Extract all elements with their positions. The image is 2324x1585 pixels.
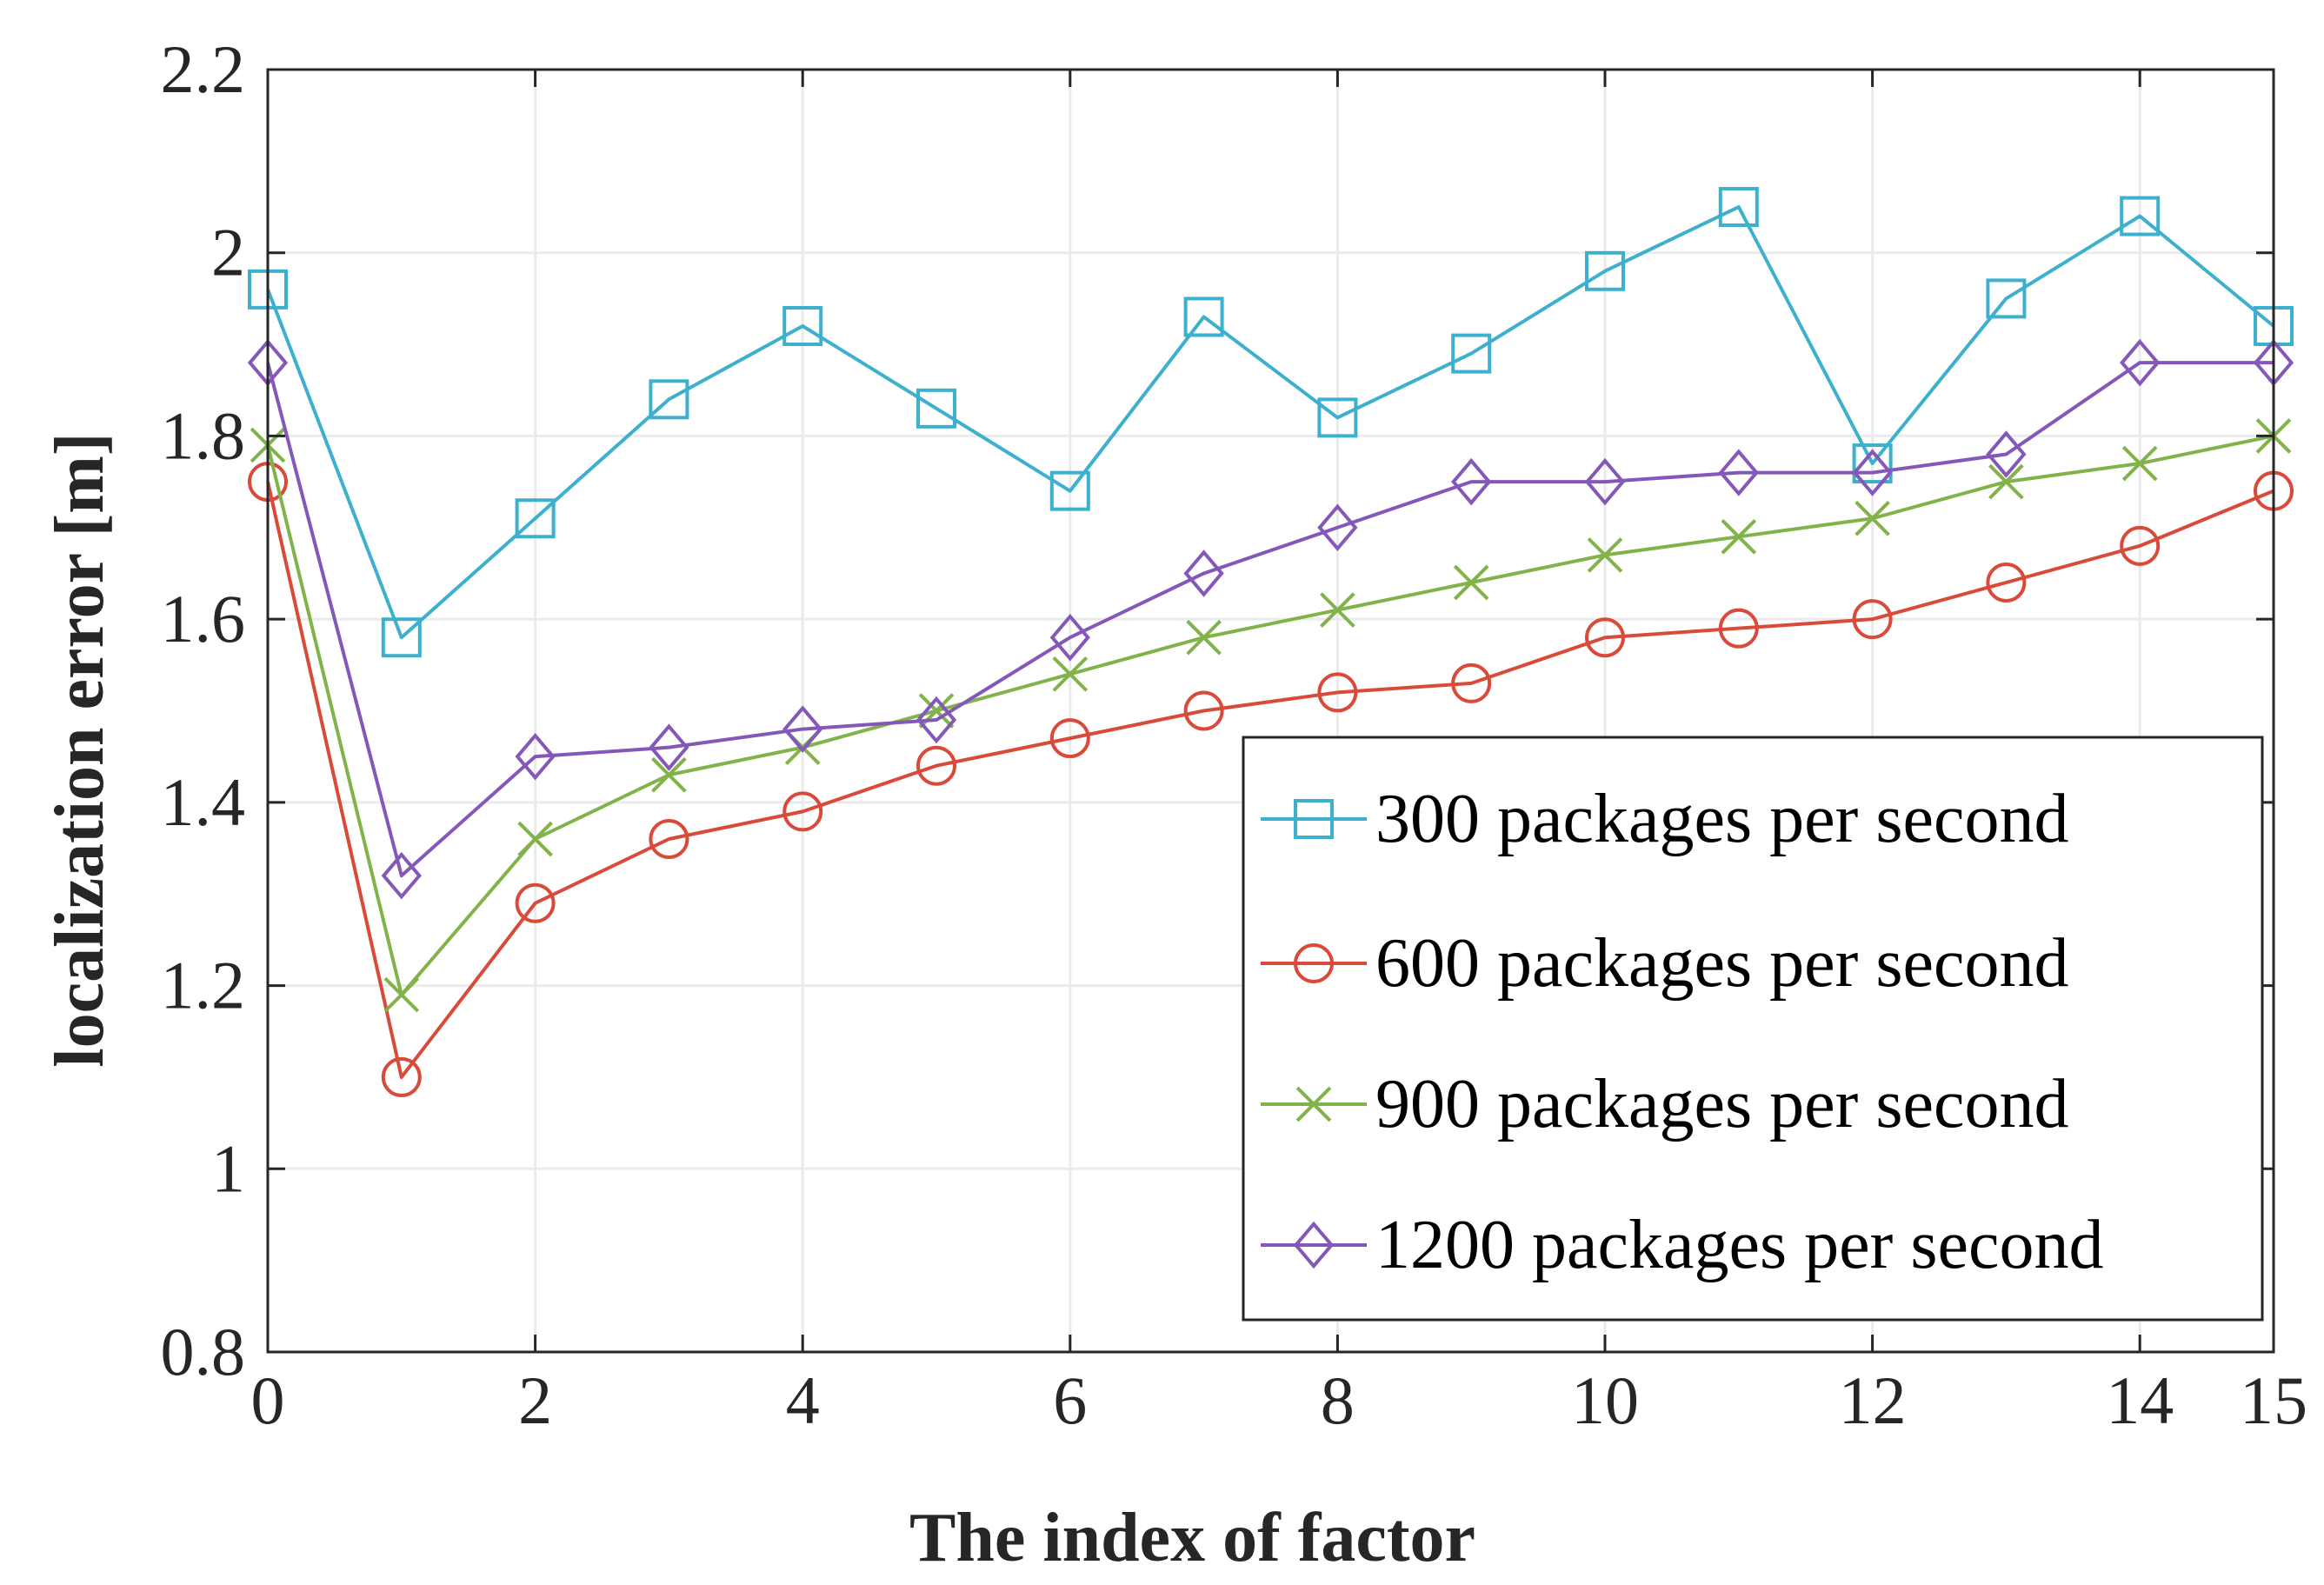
x-tick-label: 4 — [786, 1362, 820, 1438]
y-axis-title: localization error [m] — [42, 432, 118, 1067]
y-tick-label: 1.8 — [161, 397, 246, 473]
data-point — [651, 756, 687, 793]
data-point — [782, 791, 823, 832]
legend-box — [1242, 736, 2264, 1322]
data-point — [517, 821, 553, 857]
data-point — [2120, 196, 2161, 236]
data-point — [1052, 656, 1089, 692]
axis-tick-labels: 0 2 4 6 8 10 12 14 15 0.8 1 1.2 1.4 1.6 1.8 2 2.2 — [161, 31, 2308, 1438]
data-point — [1585, 250, 1625, 291]
data-point — [1721, 519, 1757, 555]
legend-marker — [1293, 1221, 1335, 1269]
data-point — [1986, 278, 2027, 319]
data-point — [782, 705, 823, 753]
data-point — [515, 732, 556, 781]
plot-series — [247, 187, 2294, 1097]
data-point — [383, 976, 420, 1013]
data-point — [1049, 718, 1090, 759]
data-point — [1183, 690, 1224, 731]
data-point — [1852, 443, 1893, 484]
data-point — [916, 388, 956, 429]
data-point — [1986, 430, 2027, 478]
data-point — [1317, 503, 1358, 552]
data-point — [649, 723, 689, 771]
legend-label: 900 packages per second — [1375, 1066, 2068, 1142]
legend-marker — [1294, 943, 1334, 983]
data-point — [1451, 663, 1492, 703]
data-point — [1317, 672, 1358, 713]
y-tick-label: 2.2 — [161, 31, 246, 107]
data-point — [1183, 296, 1224, 337]
data-point — [515, 882, 556, 923]
data-point — [1584, 457, 1626, 506]
data-point — [1986, 563, 2027, 603]
y-tick-label: 1.6 — [161, 581, 246, 656]
data-point — [1453, 564, 1489, 601]
x-tick-label: 6 — [1053, 1362, 1087, 1438]
x-tick-label: 8 — [1321, 1362, 1355, 1438]
data-point — [381, 851, 422, 900]
data-point — [916, 696, 957, 744]
x-tick-label: 12 — [1839, 1362, 1907, 1438]
series-line — [266, 481, 2274, 1079]
series-300 — [248, 187, 2294, 658]
axis-ticks — [266, 68, 2275, 1354]
legend-marker — [1295, 1086, 1332, 1122]
data-point — [1451, 333, 1492, 374]
x-tick-label: 2 — [518, 1362, 552, 1438]
data-point — [1317, 397, 1358, 438]
legend-label: 300 packages per second — [1375, 781, 2068, 857]
data-point — [1320, 592, 1355, 628]
series-600 — [248, 462, 2294, 1097]
data-point — [1585, 617, 1625, 658]
data-point — [649, 819, 689, 859]
data-point — [1718, 449, 1759, 496]
series-line — [266, 434, 2274, 997]
data-point — [381, 1056, 422, 1097]
y-tick-label: 1.2 — [161, 948, 246, 1023]
series-900 — [250, 418, 2292, 1013]
data-point — [1049, 613, 1090, 662]
x-axis-title: The index of factor — [909, 1500, 1475, 1576]
data-point — [1852, 449, 1893, 496]
x-tick-label: 10 — [1571, 1362, 1639, 1438]
data-point — [916, 745, 956, 786]
y-tick-label: 1 — [211, 1130, 245, 1206]
series-1200 — [247, 338, 2294, 900]
data-point — [1186, 619, 1222, 656]
legend-marker — [1294, 799, 1334, 839]
y-tick-label: 0.8 — [161, 1314, 246, 1389]
data-point — [381, 617, 422, 658]
x-tick-label: 14 — [2106, 1362, 2174, 1438]
data-point — [1718, 187, 1759, 228]
data-point — [1183, 549, 1224, 597]
legend: 300 packages per second 600 packages per … — [1242, 736, 2264, 1322]
series-line — [266, 205, 2275, 640]
data-point — [1049, 470, 1090, 511]
y-tick-label: 2 — [211, 215, 245, 290]
data-point — [1718, 608, 1759, 649]
data-point — [1587, 537, 1623, 573]
data-point — [1451, 457, 1492, 506]
data-point — [515, 498, 556, 539]
data-point — [2121, 445, 2158, 482]
plot-area-frame — [266, 68, 2275, 1354]
data-point — [2120, 525, 2161, 566]
data-point — [1988, 463, 2024, 500]
data-point — [1855, 500, 1890, 536]
x-tick-label: 15 — [2240, 1362, 2307, 1438]
legend-label: 600 packages per second — [1375, 925, 2068, 1002]
y-tick-label: 1.4 — [161, 764, 246, 840]
series-line — [266, 361, 2274, 878]
data-point — [1852, 599, 1893, 640]
legend-label: 1200 packages per second — [1375, 1207, 2103, 1283]
data-point — [649, 379, 689, 420]
data-point — [782, 306, 823, 346]
data-point — [2120, 338, 2161, 387]
x-tick-label: 0 — [251, 1362, 285, 1438]
